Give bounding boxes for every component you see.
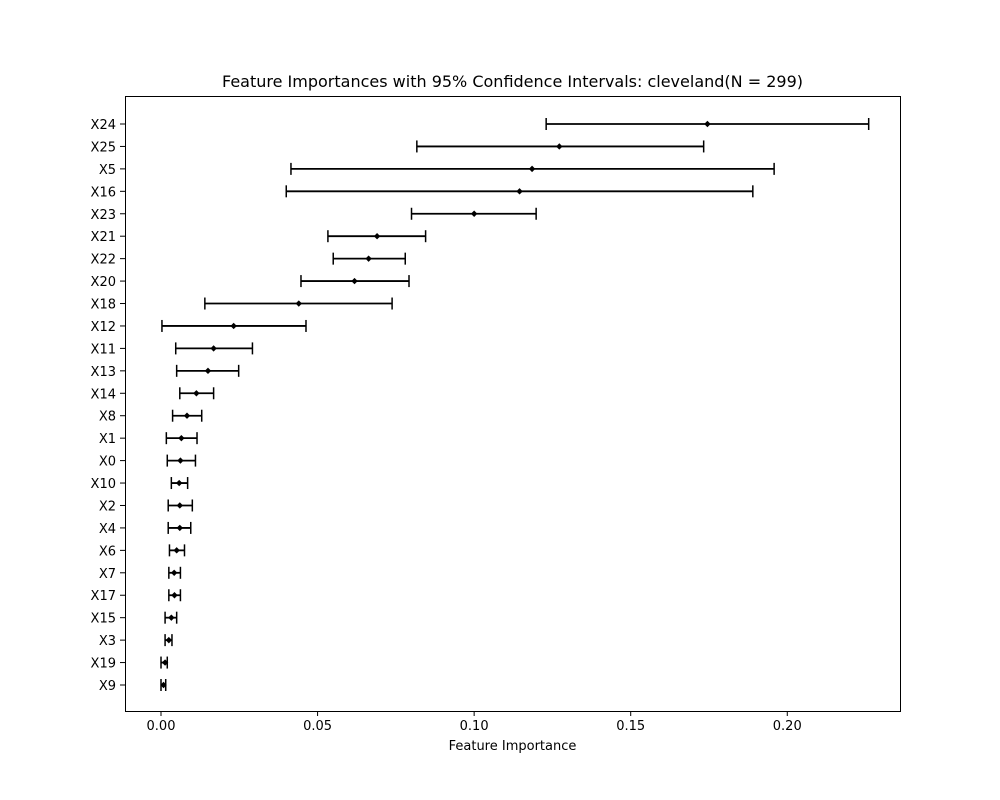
importance-point (351, 277, 358, 285)
y-tick-label: X9 (99, 679, 116, 694)
errorbar-X24 (545, 118, 870, 130)
errorbar-X14 (179, 387, 215, 400)
importance-point (556, 143, 563, 150)
y-tick-label: X20 (91, 275, 116, 290)
chart-title: Feature Importances with 95% Confidence … (222, 72, 803, 91)
importance-point (204, 367, 212, 375)
axes-frame (125, 96, 901, 712)
y-tick-label: X4 (99, 522, 116, 537)
errorbar-X11 (174, 342, 254, 355)
y-tick-label: X0 (99, 455, 116, 470)
importance-point (177, 457, 184, 464)
errorbar-X8 (171, 409, 203, 422)
y-tick-label: X16 (91, 185, 116, 200)
errorbar-X18 (204, 297, 393, 310)
y-tick-label: X25 (91, 140, 116, 155)
errorbar-X21 (327, 230, 427, 243)
importance-point (176, 524, 183, 532)
importance-point (516, 188, 523, 195)
y-tick-label: X19 (91, 657, 116, 672)
errorbar-X17 (168, 589, 182, 602)
y-tick-label: X10 (91, 477, 116, 492)
importance-point (704, 120, 711, 128)
x-tick-label: 0.15 (616, 719, 645, 734)
errorbar-X12 (161, 319, 307, 332)
errorbar-X9 (160, 679, 167, 691)
y-tick-label: X18 (91, 298, 116, 313)
y-tick-label: X23 (91, 208, 116, 223)
y-tick-label: X11 (91, 342, 116, 357)
y-tick-label: X17 (91, 589, 116, 604)
importance-point (170, 569, 178, 576)
importance-point (183, 412, 191, 419)
y-tick-label: X12 (91, 320, 116, 335)
importance-point (173, 547, 180, 554)
x-tick-label: 0.05 (303, 719, 332, 734)
importance-point (161, 659, 169, 666)
y-tick-label: X7 (99, 567, 116, 582)
y-tick-label: X3 (99, 634, 116, 649)
error-bars (160, 118, 870, 691)
y-tick-label: X2 (99, 499, 116, 514)
errorbar-X15 (164, 611, 178, 624)
errorbar-X1 (165, 432, 198, 445)
errorbar-X20 (300, 275, 410, 288)
importance-point (178, 434, 185, 442)
y-tick-label: X22 (91, 253, 116, 268)
x-axis-label: Feature Importance (448, 739, 577, 754)
x-tick-label: 0.10 (460, 719, 489, 734)
x-tick-label: 0.20 (773, 719, 802, 734)
importance-point (210, 345, 217, 352)
errorbar-X13 (175, 364, 240, 377)
errorbar-X25 (416, 140, 705, 153)
y-tick-label: X13 (91, 365, 116, 380)
y-tick-label: X21 (91, 230, 116, 245)
errorbar-X10 (170, 477, 189, 490)
errorbar-X2 (167, 499, 194, 512)
importance-point (470, 210, 478, 217)
errorbar-X23 (410, 207, 537, 220)
errorbar-X22 (332, 252, 407, 265)
importance-point (193, 390, 200, 397)
importance-point (230, 322, 237, 330)
y-axis: X24 X25 X5 X16 X23 X21 X22 X20 X18 X12 X11 X13 X14 X8… (91, 118, 125, 694)
y-tick-label: X24 (91, 118, 116, 133)
x-axis: 0.00 0.05 0.10 0.15 0.20 (147, 711, 802, 734)
y-tick-label: X14 (91, 387, 116, 402)
errorbar-X19 (160, 656, 169, 669)
y-tick-label: X1 (99, 432, 116, 447)
errorbar-X3 (164, 634, 173, 647)
importance-point (528, 165, 536, 173)
importance-point (365, 255, 372, 262)
importance-point (295, 300, 302, 307)
y-tick-label: X8 (99, 410, 116, 425)
importance-point (373, 233, 381, 240)
errorbar-X6 (168, 544, 186, 557)
errorbar-X4 (167, 521, 192, 534)
importance-point (165, 636, 173, 644)
x-tick-label: 0.00 (147, 719, 176, 734)
importance-point (176, 502, 183, 509)
importance-point (171, 592, 178, 599)
errorbar-X7 (168, 566, 182, 579)
importance-point (175, 479, 183, 487)
errorbar-X5 (290, 162, 775, 175)
errorbar-X0 (166, 454, 197, 467)
importance-point (168, 614, 175, 621)
importance-point (160, 681, 167, 689)
errorbar-X16 (285, 185, 754, 198)
y-tick-label: X15 (91, 612, 116, 627)
y-tick-label: X5 (99, 163, 116, 178)
y-tick-label: X6 (99, 544, 116, 559)
